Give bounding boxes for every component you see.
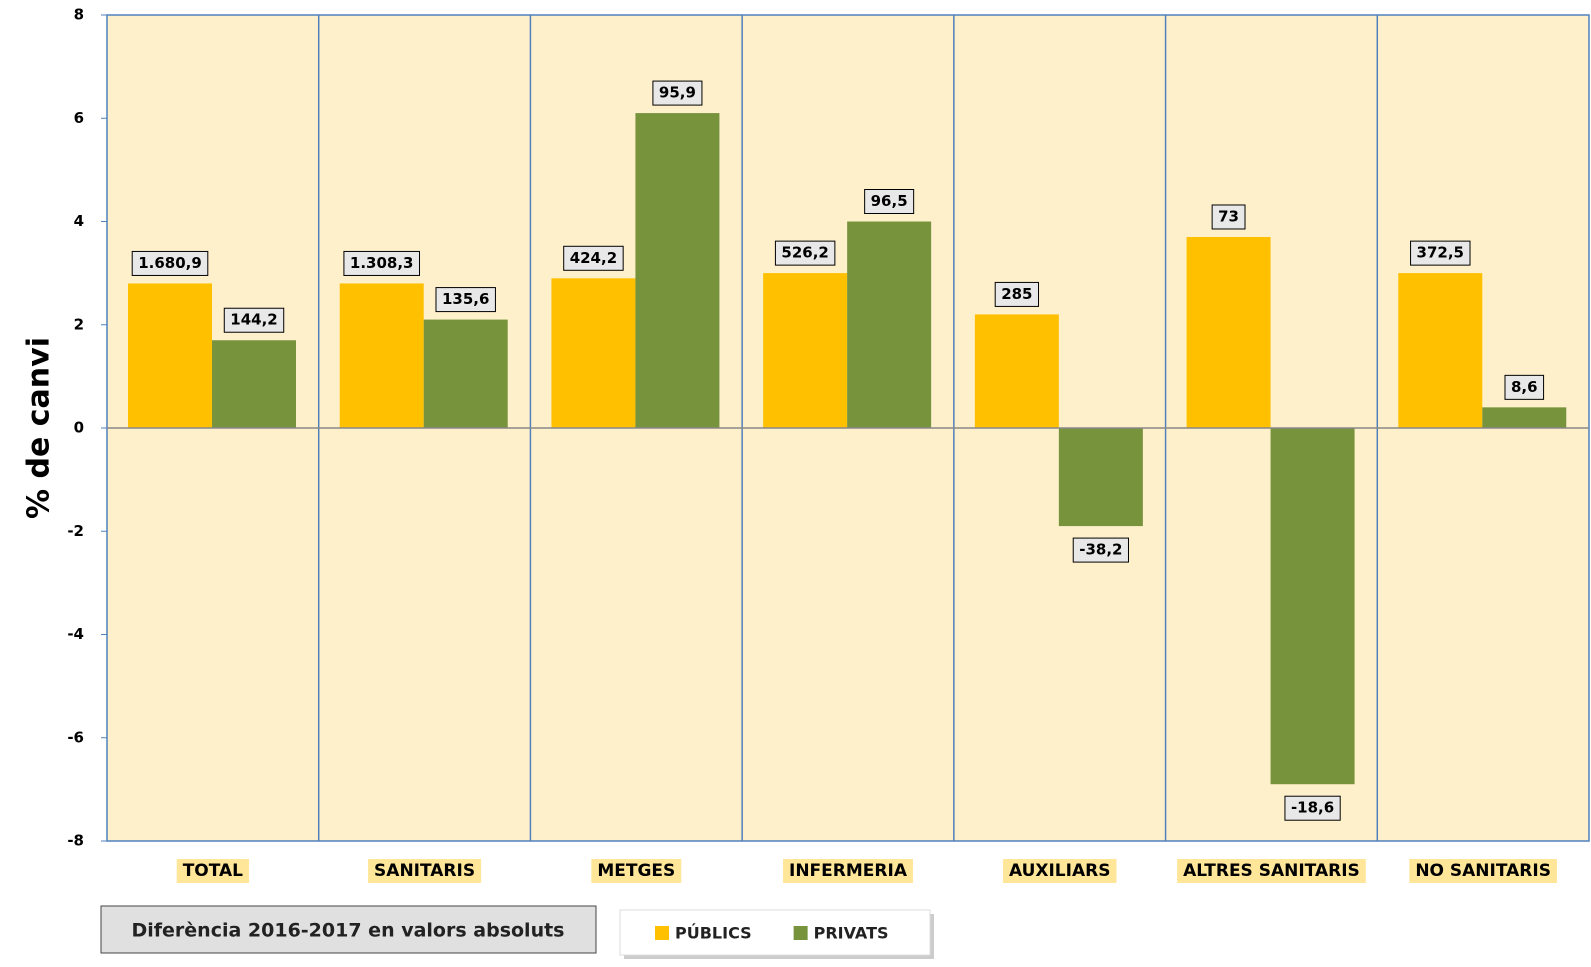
data-label: 73	[1218, 207, 1239, 225]
legend-box	[619, 909, 931, 956]
data-label: 285	[1001, 285, 1032, 303]
data-label-box	[864, 189, 915, 214]
bar	[1398, 273, 1483, 428]
y-tick-label: -2	[67, 522, 84, 540]
bar	[339, 283, 424, 428]
data-label-box	[435, 287, 496, 313]
data-label: 96,5	[871, 192, 908, 210]
data-label: 1.680,9	[138, 254, 202, 272]
x-tick-label-box	[368, 859, 482, 883]
x-tick-label-box	[783, 859, 913, 883]
legend-label: PRIVATS	[814, 924, 889, 943]
x-tick-label: NO SANITARIS	[1415, 861, 1551, 881]
x-tick-label-box	[1409, 859, 1557, 883]
data-label-box	[131, 250, 209, 276]
data-label-box	[1072, 537, 1129, 563]
y-axis-label: % de canvi	[22, 337, 57, 519]
y-tick-label: -8	[67, 832, 84, 850]
y-tick-label: 2	[74, 315, 84, 333]
note-box	[100, 905, 597, 954]
bar	[128, 283, 212, 428]
bar	[551, 278, 636, 428]
y-tick-label: 6	[74, 109, 84, 127]
bar	[423, 319, 508, 428]
x-tick-label: ALTRES SANITARIS	[1183, 861, 1360, 881]
y-tick-label: 0	[74, 419, 84, 437]
data-label-box	[1211, 204, 1246, 230]
data-label-box	[1284, 795, 1341, 821]
bar	[635, 113, 720, 429]
y-tick-label: -4	[67, 625, 84, 643]
x-tick-label-box	[1002, 859, 1117, 883]
bar	[212, 340, 296, 428]
data-label: 424,2	[570, 249, 617, 267]
bar	[1058, 428, 1143, 527]
x-tick-label: INFERMERIA	[789, 861, 908, 881]
data-label-box	[343, 250, 421, 276]
x-tick-label-box	[176, 859, 250, 883]
data-label-box	[1504, 374, 1545, 400]
data-label: -18,6	[1291, 799, 1334, 817]
data-label: 144,2	[230, 311, 277, 329]
x-tick-label: AUXILIARS	[1009, 861, 1111, 881]
x-tick-label: SANITARIS	[374, 861, 475, 881]
bar	[763, 273, 848, 428]
data-label: 8,6	[1511, 378, 1538, 396]
x-tick-label: TOTAL	[183, 861, 243, 881]
data-label: 1.308,3	[350, 254, 414, 272]
y-tick-label: -6	[67, 728, 84, 746]
y-tick-label: 4	[74, 212, 84, 230]
data-label-box	[774, 240, 836, 266]
data-label-box	[1410, 240, 1471, 266]
x-tick-label-box	[591, 859, 682, 883]
data-label-box	[223, 307, 285, 333]
data-label-box	[652, 80, 703, 106]
bar	[1186, 236, 1271, 428]
data-label-box	[994, 281, 1040, 307]
legend-label: PÚBLICS	[675, 924, 752, 943]
data-label-box	[563, 245, 624, 271]
note: Diferència 2016-2017 en valors absoluts	[131, 920, 564, 942]
bar	[1270, 428, 1355, 785]
data-label: 372,5	[1417, 244, 1464, 262]
data-label: -38,2	[1079, 541, 1122, 559]
data-label: 135,6	[442, 290, 489, 308]
bar	[1482, 407, 1567, 428]
bar	[847, 221, 932, 428]
x-tick-label: METGES	[597, 861, 675, 881]
x-tick-label-box	[1177, 859, 1366, 883]
data-label: 526,2	[781, 244, 828, 262]
legend-swatch	[793, 926, 808, 940]
data-label: 95,9	[659, 84, 696, 102]
legend-swatch	[655, 926, 669, 940]
bar	[974, 314, 1059, 428]
y-tick-label: 8	[74, 6, 84, 24]
